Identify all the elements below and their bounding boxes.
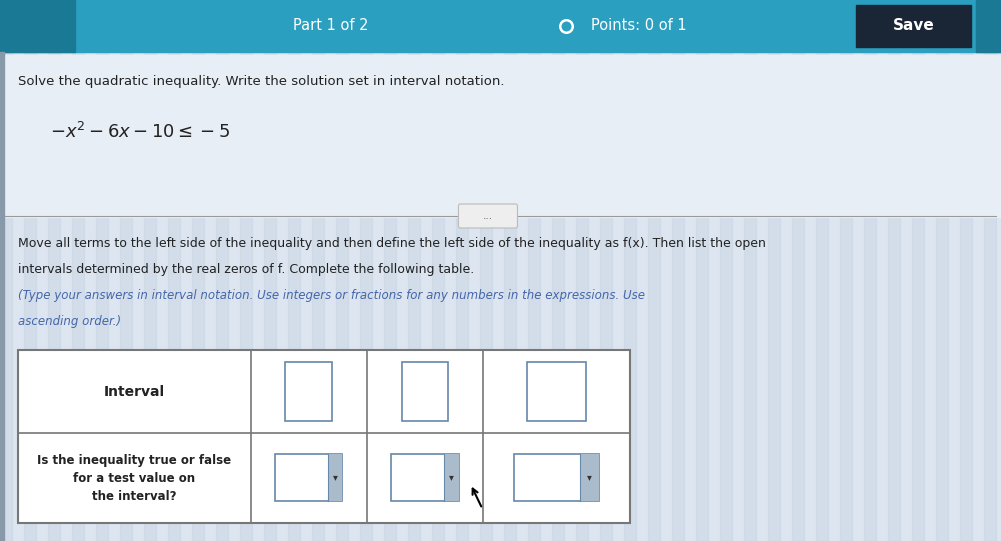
Bar	[456, 52, 468, 541]
Text: (Type your answers in interval notation. Use integers or fractions for any numbe: (Type your answers in interval notation.…	[18, 289, 645, 302]
Text: ▾: ▾	[588, 472, 593, 482]
Bar	[401, 362, 448, 420]
FancyBboxPatch shape	[458, 204, 518, 228]
Bar	[240, 52, 252, 541]
Bar	[912, 52, 924, 541]
Bar	[792, 52, 804, 541]
Bar	[600, 52, 612, 541]
Bar	[0, 52, 4, 541]
Text: ▾: ▾	[332, 472, 337, 482]
Bar	[744, 52, 756, 541]
Bar	[312, 52, 324, 541]
Text: Solve the quadratic inequality. Write the solution set in interval notation.: Solve the quadratic inequality. Write th…	[18, 76, 505, 89]
Bar	[888, 52, 900, 541]
Bar	[48, 52, 60, 541]
Text: intervals determined by the real zeros of f. Complete the following table.: intervals determined by the real zeros o…	[18, 263, 474, 276]
Bar	[336, 52, 348, 541]
Bar	[0, 0, 75, 52]
Bar	[976, 0, 1001, 52]
Text: for a test value on: for a test value on	[73, 472, 195, 485]
Bar	[18, 350, 630, 523]
Text: ...: ...	[482, 211, 493, 221]
Bar	[480, 52, 492, 541]
Bar	[0, 52, 12, 541]
Bar	[816, 52, 828, 541]
Bar	[192, 52, 204, 541]
Bar	[443, 454, 458, 500]
Bar	[984, 52, 996, 541]
Bar	[960, 52, 972, 541]
Text: ▾: ▾	[448, 472, 453, 482]
Text: $-x^2-6x-10\leq -5$: $-x^2-6x-10\leq -5$	[50, 122, 230, 142]
Bar	[528, 52, 540, 541]
Bar	[275, 454, 342, 500]
Text: Is the inequality true or false: Is the inequality true or false	[37, 453, 231, 466]
Bar	[360, 52, 372, 541]
Bar	[696, 52, 708, 541]
Bar	[514, 454, 600, 500]
Bar	[216, 52, 228, 541]
Bar	[552, 52, 564, 541]
Bar	[168, 52, 180, 541]
Bar	[581, 454, 600, 500]
Bar	[288, 52, 300, 541]
Bar	[72, 52, 84, 541]
Bar	[264, 52, 276, 541]
Bar	[504, 52, 516, 541]
Text: Part 1 of 2: Part 1 of 2	[292, 18, 368, 34]
Bar	[4, 55, 1001, 217]
Bar	[720, 52, 732, 541]
Bar	[856, 4, 971, 47]
Bar	[936, 52, 948, 541]
Bar	[864, 52, 876, 541]
Text: Move all terms to the left side of the inequality and then define the left side : Move all terms to the left side of the i…	[18, 237, 766, 250]
Bar	[624, 52, 636, 541]
Text: Points: 0 of 1: Points: 0 of 1	[591, 18, 687, 34]
Bar	[120, 52, 132, 541]
Text: the interval?: the interval?	[92, 490, 176, 503]
Bar	[768, 52, 780, 541]
Bar	[672, 52, 684, 541]
Bar	[408, 52, 420, 541]
Bar	[327, 454, 342, 500]
Bar	[391, 454, 458, 500]
Bar	[528, 362, 586, 420]
Bar	[432, 52, 444, 541]
Bar	[285, 362, 332, 420]
Text: ascending order.): ascending order.)	[18, 315, 121, 328]
Bar	[96, 52, 108, 541]
Text: Interval: Interval	[104, 385, 165, 399]
Bar	[840, 52, 852, 541]
Bar	[576, 52, 588, 541]
Bar	[384, 52, 396, 541]
Text: Save: Save	[893, 18, 934, 34]
Bar	[648, 52, 660, 541]
Bar	[0, 0, 1001, 52]
Bar	[144, 52, 156, 541]
Bar	[24, 52, 36, 541]
